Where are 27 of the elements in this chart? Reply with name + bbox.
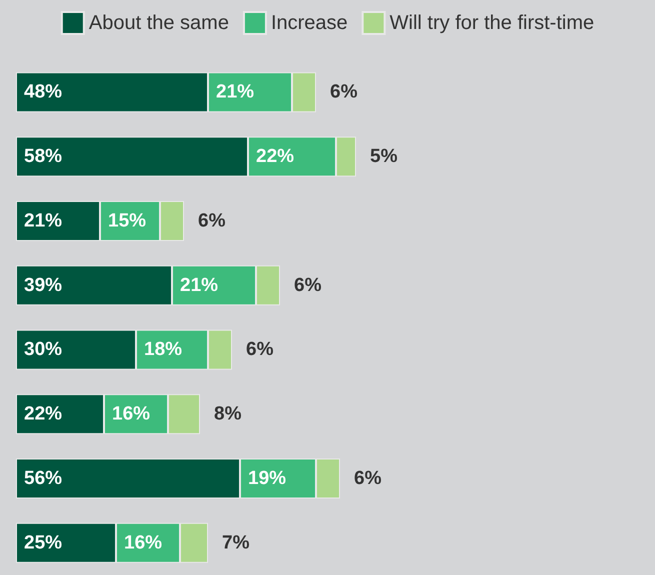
data-label: 15% [108, 210, 146, 232]
data-label: 48% [24, 82, 62, 103]
data-label: 6% [330, 82, 358, 103]
data-label: 8% [214, 404, 242, 425]
data-label: 22% [24, 404, 62, 425]
data-label: 25% [24, 532, 62, 554]
data-label: 6% [294, 274, 322, 296]
data-label: 16% [112, 404, 150, 425]
data-label: 21% [180, 274, 218, 296]
legend-label: Increase [270, 12, 348, 34]
legend-label: About the same [88, 12, 229, 34]
data-label: 22% [256, 146, 294, 168]
data-label: 6% [354, 468, 382, 489]
data-label: 5% [370, 146, 398, 168]
data-label: 6% [246, 339, 274, 360]
data-label: 16% [124, 532, 162, 554]
data-label: 18% [144, 339, 182, 360]
data-label: 7% [222, 532, 250, 554]
data-label: 30% [24, 339, 62, 360]
data-label: 21% [24, 210, 62, 232]
data-label: 39% [24, 274, 62, 296]
data-label: 56% [24, 468, 62, 489]
legend-label: Will try for the first-time [390, 12, 594, 34]
data-label: 19% [248, 468, 286, 489]
data-label: 21% [216, 82, 254, 103]
data-label: 58% [24, 146, 62, 168]
data-label: 6% [198, 210, 226, 232]
